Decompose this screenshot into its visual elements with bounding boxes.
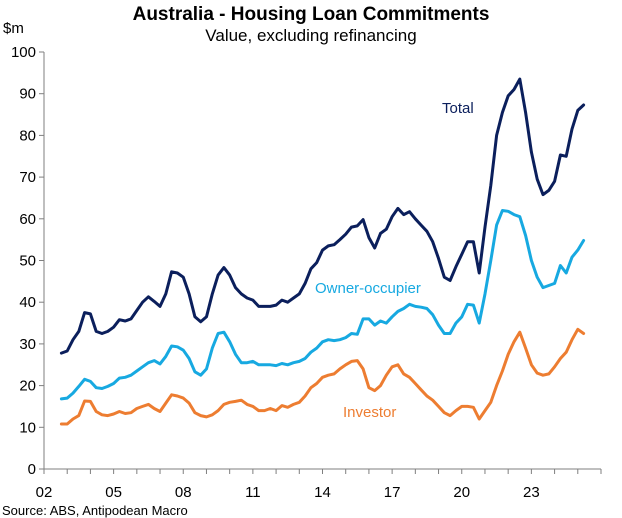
x-tick-label: 17 <box>384 484 401 501</box>
y-tick-label: 30 <box>19 336 36 353</box>
y-tick-label: 60 <box>19 211 36 228</box>
x-tick-label: 23 <box>523 484 540 501</box>
y-tick-label: 50 <box>19 253 36 270</box>
chart-subtitle: Value, excluding refinancing <box>205 26 416 45</box>
series-label-owner-occupier: Owner-occupier <box>315 280 421 297</box>
x-tick-label: 08 <box>175 484 192 501</box>
x-tick-label: 20 <box>453 484 470 501</box>
series-label-total: Total <box>442 100 474 117</box>
y-tick-label: 70 <box>19 169 36 186</box>
series-line-owner-occupier <box>59 209 586 401</box>
x-tick-label: 05 <box>105 484 122 501</box>
y-tick-label: 0 <box>28 461 36 478</box>
x-tick-label: 02 <box>36 484 53 501</box>
y-tick-label: 100 <box>11 44 36 61</box>
source-note: Source: ABS, Antipodean Macro <box>2 503 188 518</box>
x-tick-label: 11 <box>245 484 261 501</box>
chart-title: Australia - Housing Loan Commitments <box>133 4 490 25</box>
y-tick-label: 40 <box>19 294 36 311</box>
y-tick-label: 90 <box>19 86 36 103</box>
y-tick-label: 10 <box>19 419 36 436</box>
y-tick-label: 20 <box>19 378 36 395</box>
series-lines <box>59 77 586 426</box>
y-tick-label: 80 <box>19 127 36 144</box>
axes: 0 10 20 30 40 50 60 70 80 90 100 02 05 08 11 14 17 20 23 <box>11 44 602 501</box>
series-line-total <box>59 77 586 355</box>
y-axis-unit-label: $m <box>3 20 24 37</box>
series-label-investor: Investor <box>343 404 396 421</box>
series-line-investor <box>59 327 586 426</box>
x-tick-label: 14 <box>314 484 331 501</box>
